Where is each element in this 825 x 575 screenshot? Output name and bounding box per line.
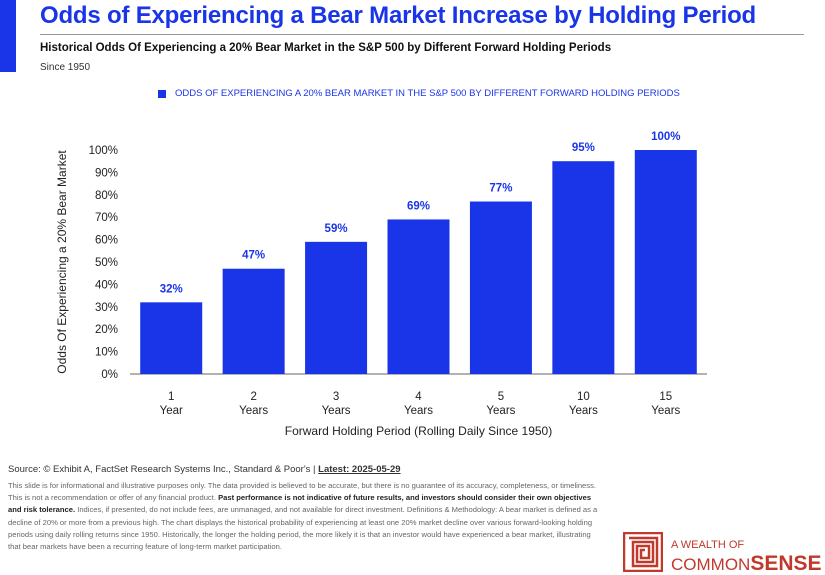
x-axis-title: Forward Holding Period (Rolling Daily Si… <box>285 424 552 438</box>
logo-wordmark: COMMONSENSE <box>671 552 822 575</box>
x-tick-label-unit: Years <box>404 405 433 417</box>
y-tick-label: 100% <box>89 145 118 157</box>
y-tick-label: 30% <box>95 302 118 314</box>
y-tick-label: 80% <box>95 190 118 202</box>
x-tick-label-unit: Years <box>569 405 598 417</box>
disclaimer-text-2: Indices, if presented, do not include fe… <box>8 505 598 552</box>
y-tick-label: 60% <box>95 235 118 247</box>
bar <box>552 161 615 374</box>
x-tick-label-unit: Years <box>239 405 268 417</box>
page-title: Odds of Experiencing a Bear Market Incre… <box>40 2 757 29</box>
x-tick-label: 15 <box>659 391 672 403</box>
y-tick-label: 0% <box>101 369 118 381</box>
x-tick-label: 1 <box>168 391 174 403</box>
brand-logo: A WEALTH OF COMMONSENSE <box>621 531 822 575</box>
chart-subtitle: Historical Odds Of Experiencing a 20% Be… <box>40 42 612 54</box>
title-divider <box>40 34 804 35</box>
bar-chart: 0% 10% 20% 30% 40% 50% 60% 70% 80% 90% 100% 32% 1 Yea… <box>55 131 707 438</box>
x-tick-label-unit: Years <box>651 405 680 417</box>
x-tick-label: 5 <box>498 391 504 403</box>
chart-legend: ODDS OF EXPERIENCING A 20% BEAR MARKET I… <box>158 88 680 99</box>
y-tick-label: 70% <box>95 212 118 224</box>
bar <box>469 201 532 374</box>
y-tick-label: 90% <box>95 167 118 179</box>
latest-date: Latest: 2025-05-29 <box>318 464 401 475</box>
y-tick-label: 40% <box>95 279 118 291</box>
source-text: Source: © Exhibit A, FactSet Research Sy… <box>8 464 319 475</box>
x-tick-label-unit: Year <box>160 405 183 417</box>
y-tick-label: 50% <box>95 257 118 269</box>
since-label: Since 1950 <box>40 62 91 73</box>
bar <box>140 302 203 374</box>
x-tick-label-unit: Years <box>322 405 351 417</box>
bar <box>222 268 285 374</box>
y-tick-label: 20% <box>95 324 118 336</box>
x-tick-label-unit: Years <box>486 405 515 417</box>
footer: Source: © Exhibit A, FactSet Research Sy… <box>8 464 598 553</box>
x-tick-label: 10 <box>577 391 590 403</box>
y-tick-label: 10% <box>95 347 118 359</box>
bar <box>634 150 697 374</box>
logo-common: COMMON <box>671 555 751 574</box>
disclaimer: This slide is for informational and illu… <box>8 480 598 553</box>
accent-bar <box>0 0 16 72</box>
x-tick-label: 4 <box>415 391 422 403</box>
legend-swatch <box>158 89 166 98</box>
maze-icon <box>623 532 663 572</box>
data-label: 69% <box>407 200 430 212</box>
data-label: 59% <box>325 223 348 235</box>
data-label: 77% <box>489 183 512 195</box>
data-label: 95% <box>572 142 595 154</box>
data-label: 32% <box>160 283 183 295</box>
y-axis-title: Odds Of Experiencing a 20% Bear Market <box>55 150 69 374</box>
logo-tagline: A WEALTH OF <box>671 539 745 551</box>
data-label: 47% <box>242 250 265 262</box>
legend-label: ODDS OF EXPERIENCING A 20% BEAR MARKET I… <box>175 88 680 99</box>
source-line: Source: © Exhibit A, FactSet Research Sy… <box>8 464 598 475</box>
bar <box>387 219 450 374</box>
disclaimer-text-1: This slide is for informational and illu… <box>8 481 596 503</box>
data-label: 100% <box>651 131 680 143</box>
x-tick-label: 3 <box>333 391 339 403</box>
bar <box>305 241 368 374</box>
logo-sense: SENSE <box>750 552 822 575</box>
x-tick-label: 2 <box>250 391 256 403</box>
disclaimer-bold: Past performance is not indicative of fu… <box>8 493 592 515</box>
